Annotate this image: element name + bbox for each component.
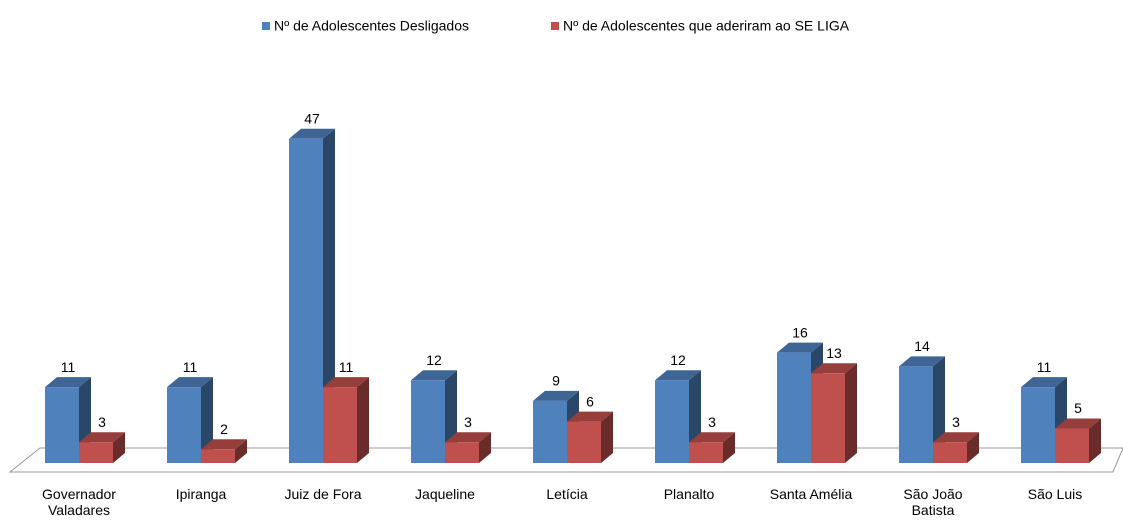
value-label: 6 [586, 393, 594, 409]
bar-side [723, 432, 735, 463]
value-label: 9 [552, 373, 560, 389]
legend-label: Nº de Adolescentes que aderiram ao SE LI… [563, 18, 850, 34]
bar-top [777, 342, 823, 353]
bar-top [689, 432, 735, 443]
value-label: 3 [98, 414, 106, 430]
bar-side [601, 411, 613, 463]
bar-side [357, 377, 369, 463]
bar-front [289, 138, 323, 463]
bar [811, 363, 857, 463]
bar-front [811, 373, 845, 463]
value-label: 11 [183, 359, 198, 375]
bar [567, 411, 613, 463]
legend-swatch [551, 22, 559, 30]
bar-front [323, 387, 357, 463]
bar-side [113, 432, 125, 463]
bar [289, 128, 335, 463]
bar-top [1055, 418, 1101, 429]
bar-top [289, 128, 335, 139]
bar [45, 377, 91, 463]
x-tick-label: Governador Valadares [42, 486, 116, 518]
bar [167, 377, 213, 463]
x-tick-label: Letícia [546, 486, 588, 502]
bar-top [445, 432, 491, 443]
bar-side [235, 439, 247, 463]
value-label: 3 [708, 414, 716, 430]
value-label: 2 [220, 421, 228, 437]
value-label: 13 [826, 345, 842, 361]
x-tick-label: Planalto [663, 486, 715, 502]
x-tick-label: Juiz de Fora [284, 486, 362, 502]
value-label: 5 [1074, 400, 1082, 416]
bar-front [689, 442, 723, 463]
value-label: 11 [61, 359, 76, 375]
bar-front [933, 442, 967, 463]
bar-front [79, 442, 113, 463]
x-tick-label: Santa Amélia [769, 486, 853, 502]
bar-front [201, 449, 235, 463]
x-tick-label: São Luis [1027, 486, 1083, 502]
value-label: 12 [426, 352, 442, 368]
bar-front [167, 387, 201, 463]
bar [79, 432, 125, 463]
bar-side [967, 432, 979, 463]
bar-top [811, 363, 857, 374]
value-label: 3 [952, 414, 960, 430]
bar-top [567, 411, 613, 422]
bar-side [479, 432, 491, 463]
bar-top [167, 377, 213, 388]
value-label: 14 [914, 338, 930, 354]
bar-side [845, 363, 857, 463]
bar-top [79, 432, 125, 443]
bar-front [1021, 387, 1055, 463]
value-label: 3 [464, 414, 472, 430]
bar-side [201, 377, 213, 463]
bar [201, 439, 247, 463]
value-label: 16 [792, 324, 808, 340]
bar-top [201, 439, 247, 450]
legend-swatch [262, 22, 270, 30]
bar-front [411, 380, 445, 463]
bar-front [567, 421, 601, 463]
value-label: 11 [1037, 359, 1052, 375]
bar-front [777, 352, 811, 463]
bar-top [411, 370, 457, 381]
bar [1055, 418, 1101, 463]
bar [411, 370, 457, 463]
bar [689, 432, 735, 463]
bar-top [933, 432, 979, 443]
bar-side [1089, 418, 1101, 463]
bar-front [655, 380, 689, 463]
bar-front [899, 366, 933, 463]
x-tick-label: Jaqueline [415, 486, 475, 502]
x-tick-label: São João Batista [903, 486, 963, 518]
bar-top [1021, 377, 1067, 388]
bar-top [533, 390, 579, 401]
bar [933, 432, 979, 463]
bar-top [323, 377, 369, 388]
bar-front [533, 400, 567, 463]
bar-side [323, 128, 335, 463]
bar [323, 377, 369, 463]
bar-front [445, 442, 479, 463]
value-label: 47 [304, 110, 320, 126]
bar-top [45, 377, 91, 388]
bar-front [45, 387, 79, 463]
legend-label: Nº de Adolescentes Desligados [274, 18, 469, 34]
bar-front [1055, 428, 1089, 463]
x-tick-label: Ipiranga [175, 486, 227, 502]
bar-top [899, 356, 945, 367]
bar-top [655, 370, 701, 381]
value-label: 11 [339, 359, 354, 375]
value-label: 12 [670, 352, 686, 368]
bar [445, 432, 491, 463]
